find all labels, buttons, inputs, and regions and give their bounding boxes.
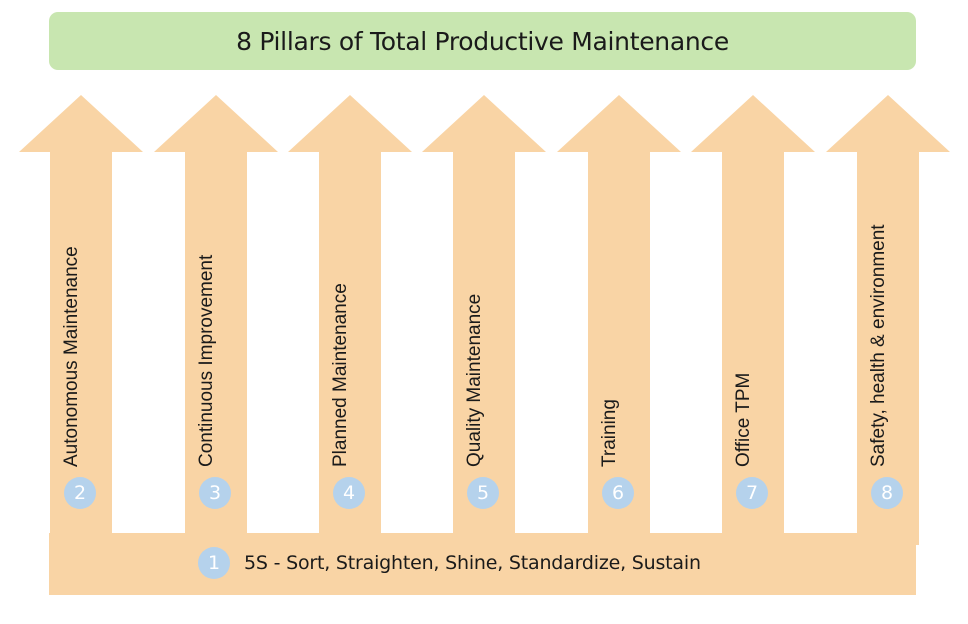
pillar-number-badge: 3 <box>199 477 231 509</box>
up-arrow-icon <box>422 95 546 545</box>
pillar-number-badge: 8 <box>871 477 903 509</box>
pillar-planned-maintenance: Planned Maintenance 4 <box>288 95 412 545</box>
foundation-number-badge: 1 <box>198 547 230 579</box>
up-arrow-icon <box>557 95 681 545</box>
pillar-number-badge: 5 <box>467 477 499 509</box>
pillar-label: Quality Maintenance <box>464 293 485 467</box>
pillar-number-badge: 7 <box>736 477 768 509</box>
up-arrow-icon <box>288 95 412 545</box>
up-arrow-icon <box>691 95 815 545</box>
pillar-label: Autonomous Maintenance <box>61 246 82 467</box>
up-arrow-icon <box>154 95 278 545</box>
pillar-label: Office TPM <box>733 372 754 467</box>
pillar-autonomous-maintenance: Autonomous Maintenance 2 <box>19 95 143 545</box>
diagram-title: 8 Pillars of Total Productive Maintenanc… <box>236 26 729 56</box>
title-banner: 8 Pillars of Total Productive Maintenanc… <box>49 12 916 70</box>
pillar-continuous-improvement: Continuous Improvement 3 <box>154 95 278 545</box>
up-arrow-icon <box>826 95 950 545</box>
pillar-quality-maintenance: Quality Maintenance 5 <box>422 95 546 545</box>
pillar-training: Training 6 <box>557 95 681 545</box>
pillar-number-badge: 2 <box>64 477 96 509</box>
pillar-label: Continuous Improvement <box>196 254 217 467</box>
up-arrow-icon <box>19 95 143 545</box>
pillar-label: Safety, health & environment <box>868 224 889 467</box>
pillar-number-badge: 4 <box>333 477 365 509</box>
foundation-label: 5S - Sort, Straighten, Shine, Standardiz… <box>244 552 701 574</box>
pillar-number-badge: 6 <box>602 477 634 509</box>
pillar-safety-health-environment: Safety, health & environment 8 <box>826 95 950 545</box>
pillar-label: Planned Maintenance <box>330 283 351 467</box>
pillar-label: Training <box>599 399 620 467</box>
pillar-office-tpm: Office TPM 7 <box>691 95 815 545</box>
